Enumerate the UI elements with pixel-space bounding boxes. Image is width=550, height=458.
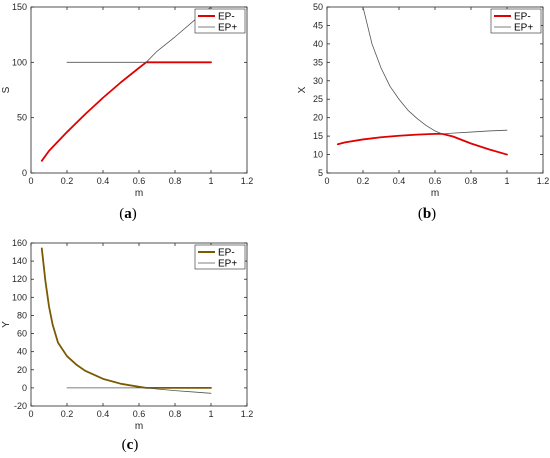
y-tick-label: 80: [17, 310, 27, 320]
series-line-EPplus: [66, 7, 212, 63]
y-tick-label: 40: [313, 39, 323, 49]
legend-box: [490, 8, 542, 34]
y-tick-label: 50: [313, 2, 323, 12]
legend-entry: EP+: [218, 23, 237, 34]
x-tick-label: 1: [504, 176, 509, 186]
y-tick-label: 45: [313, 20, 323, 30]
x-axis-label: m: [431, 188, 439, 199]
y-axis-label: Y: [1, 321, 12, 328]
y-tick-label: 150: [12, 2, 27, 12]
x-tick-label: 0.2: [61, 176, 74, 186]
x-tick-label: 1: [208, 409, 213, 419]
legend-entry: EP-: [218, 12, 235, 23]
y-tick-label: 160: [12, 238, 27, 248]
y-tick-label: 20: [313, 113, 323, 123]
y-tick-label: 60: [17, 329, 27, 339]
legend-entry: EP+: [218, 259, 237, 270]
legend-entry: EP-: [218, 248, 235, 259]
chart-panel-b: 0 0.2 0.4 0.6 0.8 1 1.2 5 10 15 20 25 30 35 40 45 50 m X EP…: [297, 2, 549, 222]
legend: EP-EP+: [194, 8, 246, 34]
y-tick-label: 100: [12, 292, 27, 302]
chart-panel-c: 0 0.2 0.4 0.6 0.8 1 1.2-2002040608010012014016…: [1, 238, 253, 453]
y-tick-label: 50: [17, 113, 27, 123]
x-tick-label: 1.2: [241, 409, 254, 419]
y-tick-label: 35: [313, 57, 323, 67]
legend: EP-EP+: [194, 244, 246, 270]
y-axis-label: S: [1, 86, 12, 93]
y-tick-label: 120: [12, 274, 27, 284]
y-tick-label: 100: [12, 57, 27, 67]
legend-box: [194, 244, 246, 270]
panel-caption: (b): [418, 206, 436, 222]
series-line-EPplus: [66, 387, 212, 394]
panel-caption: (a): [119, 206, 137, 222]
series-line-EPminus: [40, 247, 212, 389]
x-tick-label: 1.2: [537, 176, 550, 186]
legend: EP-EP+: [490, 8, 542, 34]
x-tick-label: 0.4: [97, 176, 110, 186]
x-tick-label: 0.6: [133, 176, 146, 186]
series-line-EPplus: [362, 7, 508, 135]
x-tick-label: 0.8: [465, 176, 478, 186]
y-tick-label: 20: [17, 365, 27, 375]
y-tick-label: 0: [22, 383, 27, 393]
x-tick-label: 1.2: [241, 176, 254, 186]
y-tick-label: 30: [313, 76, 323, 86]
x-tick-label: 0.4: [393, 176, 406, 186]
x-tick-label: 0.6: [133, 409, 146, 419]
legend-entry: EP+: [514, 23, 533, 34]
x-tick-label: 0.8: [169, 409, 182, 419]
y-tick-label: 0: [22, 168, 27, 178]
series-line-EPminus: [336, 133, 508, 156]
y-tick-label: 140: [12, 256, 27, 266]
panel-caption: (c): [122, 437, 139, 453]
x-axis-label: m: [135, 188, 143, 199]
legend-box: [194, 8, 246, 34]
y-tick-label: 15: [313, 131, 323, 141]
y-tick-label: -20: [14, 401, 27, 411]
x-tick-label: 0.2: [61, 409, 74, 419]
series-line-EPminus: [40, 61, 212, 162]
y-tick-label: 5: [318, 168, 323, 178]
x-tick-label: 0.8: [169, 176, 182, 186]
y-tick-label: 25: [313, 94, 323, 104]
x-axis-label: m: [135, 421, 143, 432]
legend-entry: EP-: [514, 12, 531, 23]
x-tick-label: 0: [28, 176, 33, 186]
y-tick-label: 40: [17, 347, 27, 357]
y-axis-label: X: [297, 86, 308, 93]
y-tick-label: 10: [313, 150, 323, 160]
x-tick-label: 0.6: [429, 176, 442, 186]
chart-panel-a: 0 0.2 0.4 0.6 0.8 1 1.2 0 50 100 150 m S EP-EP+ (a): [1, 2, 253, 222]
x-tick-label: 0.2: [357, 176, 370, 186]
x-tick-label: 1: [208, 176, 213, 186]
x-tick-label: 0: [324, 176, 329, 186]
x-tick-label: 0: [28, 409, 33, 419]
x-tick-label: 0.4: [97, 409, 110, 419]
